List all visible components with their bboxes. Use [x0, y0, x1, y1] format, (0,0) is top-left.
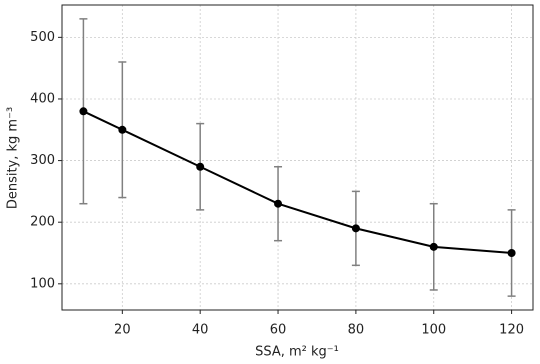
data-point — [79, 107, 88, 116]
data-point — [429, 242, 438, 251]
data-point — [118, 125, 127, 134]
plot-frame — [61, 4, 534, 311]
y-tick-label: 500 — [30, 30, 55, 45]
y-tick-label: 200 — [30, 215, 55, 230]
x-axis-label: SSA, m² kg⁻¹ — [255, 345, 339, 360]
data-point — [274, 199, 283, 208]
y-tick-label: 100 — [30, 276, 55, 291]
x-tick-label: 80 — [348, 323, 365, 338]
y-axis-label: Density, kg m⁻³ — [6, 107, 21, 209]
x-tick-label: 100 — [421, 323, 446, 338]
data-point — [351, 224, 360, 233]
x-tick-label: 20 — [114, 323, 131, 338]
data-point — [507, 249, 516, 258]
y-tick-label: 300 — [30, 153, 55, 168]
x-tick-label: 60 — [270, 323, 287, 338]
y-tick-label: 400 — [30, 91, 55, 106]
data-point — [196, 162, 205, 171]
x-tick-label: 40 — [192, 323, 209, 338]
x-tick-label: 120 — [499, 323, 524, 338]
data-line — [82, 110, 512, 255]
